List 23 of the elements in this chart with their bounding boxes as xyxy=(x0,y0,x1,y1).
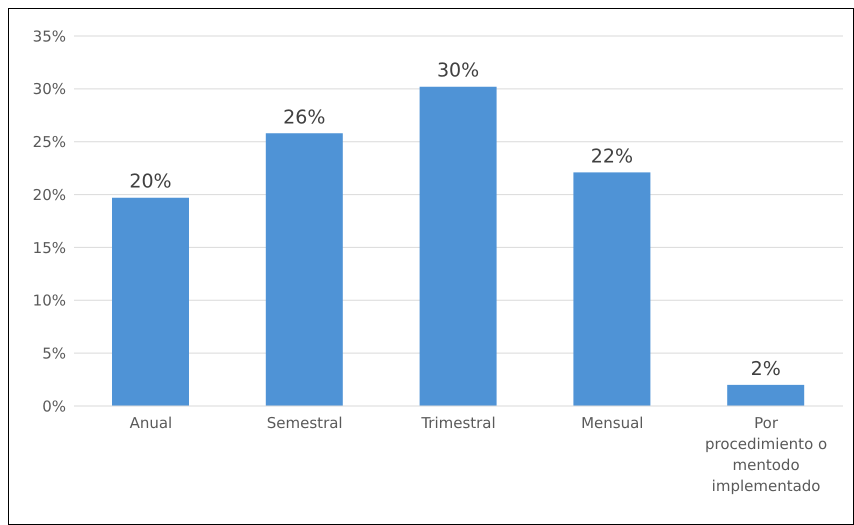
y-tick-label: 20% xyxy=(32,186,66,204)
y-tick-label: 30% xyxy=(32,80,66,98)
x-tick-label: Por procedimiento o mentodo implementado xyxy=(704,414,828,495)
x-tick-label: Anual xyxy=(130,414,172,432)
y-tick-label: 0% xyxy=(42,397,66,416)
y-tick-label: 35% xyxy=(32,27,66,46)
data-label: 22% xyxy=(590,145,634,168)
bar xyxy=(420,86,497,406)
x-tick-label: Trimestral xyxy=(420,414,496,432)
y-tick-label: 5% xyxy=(42,344,66,362)
y-tick-label: 25% xyxy=(32,133,66,152)
data-label: 2% xyxy=(750,358,781,380)
bar xyxy=(112,198,189,406)
y-tick-label: 10% xyxy=(32,292,66,310)
data-label: 20% xyxy=(129,170,172,193)
data-label: 26% xyxy=(283,106,326,128)
y-tick-label: 15% xyxy=(32,238,66,257)
bar xyxy=(266,133,343,406)
bar xyxy=(727,384,804,406)
x-tick-label: Mensual xyxy=(581,414,644,432)
data-label: 30% xyxy=(436,60,480,82)
x-tick-label: Semestral xyxy=(266,414,343,432)
bar xyxy=(573,172,650,406)
